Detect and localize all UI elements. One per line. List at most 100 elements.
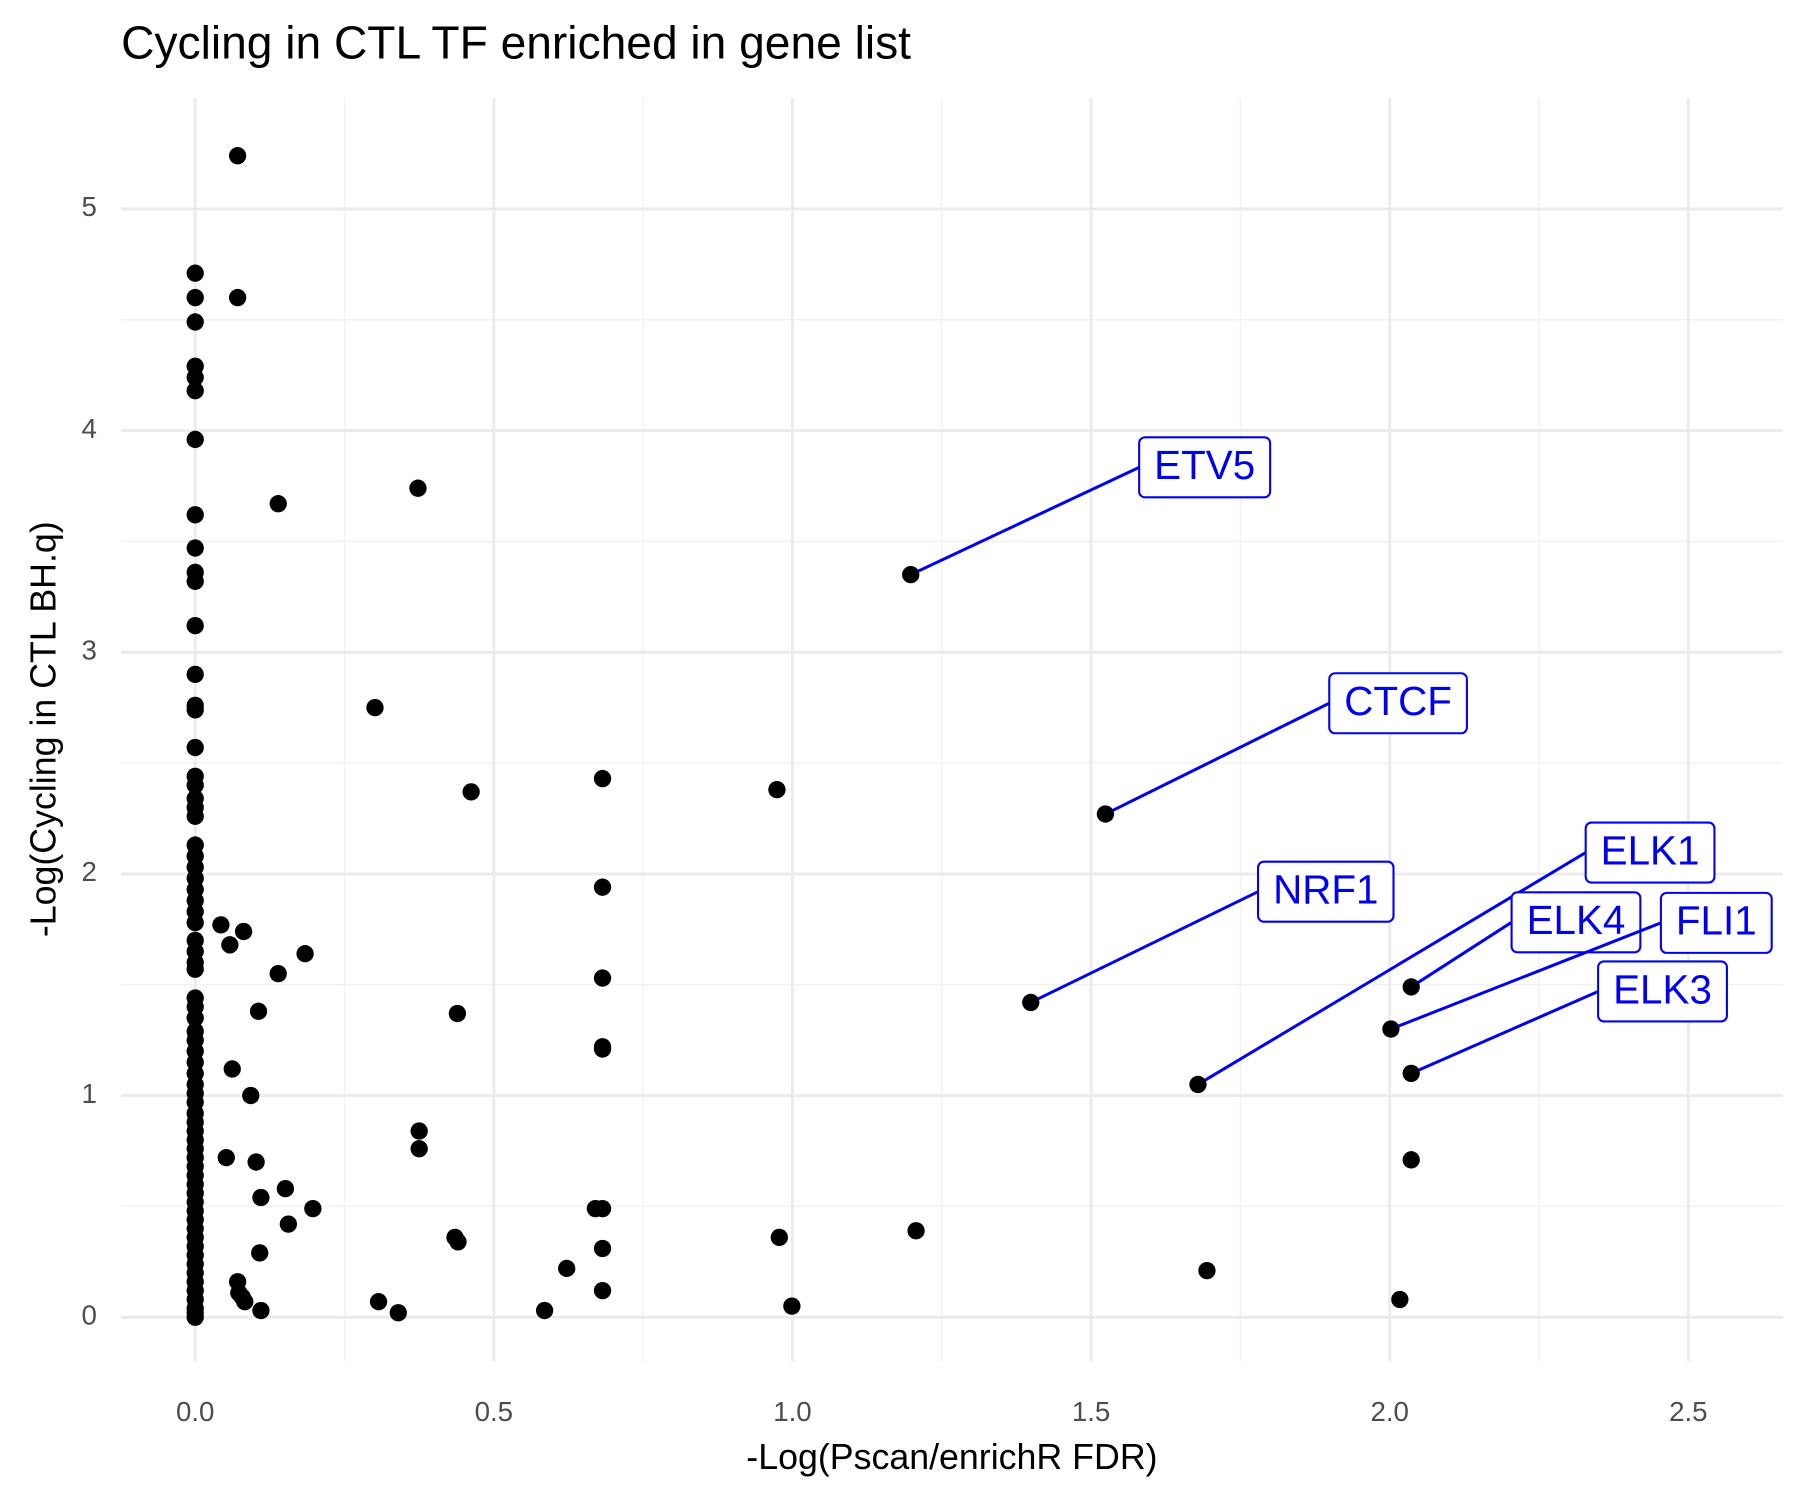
- point: [783, 1297, 801, 1315]
- label-leader: [1410, 990, 1599, 1075]
- point: [410, 1122, 428, 1140]
- point: [1198, 1262, 1216, 1280]
- point: [228, 147, 247, 165]
- point: [1382, 1020, 1400, 1038]
- point: [269, 964, 287, 983]
- point: [251, 1244, 269, 1262]
- point: [186, 960, 204, 978]
- point: [234, 922, 253, 941]
- point: [221, 936, 239, 954]
- y-tick-label: 1: [82, 1078, 97, 1109]
- point: [186, 264, 204, 282]
- point: [186, 1009, 204, 1027]
- x-tick-label: 0.5: [475, 1396, 514, 1427]
- label-leader: [1410, 921, 1513, 989]
- point: [186, 776, 204, 794]
- point: [276, 1179, 295, 1198]
- label-box: [1138, 436, 1272, 499]
- point: [249, 1002, 268, 1020]
- label-box: [1328, 672, 1468, 735]
- x-tick-label: 2.0: [1370, 1396, 1409, 1427]
- point: [462, 783, 480, 801]
- point: [186, 616, 204, 635]
- point: [186, 539, 204, 557]
- x-tick-label: 1.5: [1072, 1396, 1111, 1427]
- point: [366, 698, 384, 717]
- label-box: [1584, 821, 1716, 884]
- chart-title: Cycling in CTL TF enriched in gene list: [121, 16, 911, 68]
- point: [186, 807, 204, 825]
- point: [768, 781, 786, 799]
- point: [269, 495, 287, 513]
- point: [279, 1215, 298, 1233]
- x-tick-label: 1.0: [773, 1396, 811, 1427]
- point: [186, 701, 204, 719]
- point: [236, 1293, 254, 1311]
- point: [558, 1259, 576, 1278]
- label-box: [1659, 891, 1773, 954]
- point: [186, 913, 204, 932]
- point: [1402, 1064, 1420, 1083]
- grid: [121, 98, 1783, 1362]
- point: [186, 368, 204, 387]
- label-box: [1257, 860, 1395, 923]
- point: [186, 430, 204, 449]
- point: [1022, 993, 1040, 1012]
- y-tick-label: 0: [82, 1300, 97, 1331]
- point-label: NRF1: [1273, 867, 1378, 913]
- label-leader: [1030, 890, 1259, 1004]
- point: [593, 1281, 612, 1300]
- point: [1096, 805, 1115, 823]
- x-axis-title: -Log(Pscan/enrichR FDR): [746, 1437, 1157, 1477]
- point: [448, 1004, 467, 1023]
- label-leader: [910, 465, 1140, 577]
- point: [186, 738, 204, 757]
- point-label: ELK3: [1613, 966, 1712, 1012]
- point: [1402, 1151, 1420, 1169]
- point: [1391, 1290, 1409, 1309]
- point: [593, 1040, 612, 1058]
- point: [186, 1308, 204, 1326]
- point: [186, 382, 204, 400]
- point: [217, 1148, 235, 1167]
- point: [449, 1233, 467, 1251]
- point-label: CTCF: [1344, 678, 1452, 724]
- point: [304, 1199, 322, 1218]
- point-label: FLI1: [1676, 898, 1757, 944]
- y-tick-label: 3: [82, 635, 97, 666]
- point: [247, 1153, 265, 1171]
- y-tick-label: 4: [82, 413, 97, 444]
- y-tick-label: 5: [82, 191, 97, 222]
- point: [410, 1140, 428, 1158]
- point: [228, 288, 247, 307]
- label-leader: [1390, 921, 1662, 1031]
- point: [535, 1301, 554, 1320]
- point: [593, 969, 612, 987]
- point: [296, 945, 314, 963]
- point: [593, 878, 612, 896]
- point: [212, 916, 230, 934]
- marks: ETV5 CTCF NRF1 ELK1 ELK4 FLI1 ELK3: [186, 147, 1773, 1326]
- label-leader: [1197, 851, 1587, 1086]
- point-label: ETV5: [1154, 442, 1255, 488]
- point: [1402, 978, 1420, 996]
- point: [902, 565, 920, 584]
- label-leader: [1104, 701, 1330, 816]
- x-tick-label: 2.5: [1669, 1396, 1708, 1427]
- point: [389, 1304, 407, 1322]
- point: [242, 1086, 260, 1105]
- point: [223, 1060, 241, 1078]
- y-axis-title: -Log(Cycling in CTL BH.q): [24, 521, 64, 937]
- point: [252, 1301, 270, 1320]
- label-box: [1510, 891, 1642, 954]
- point: [252, 1188, 270, 1207]
- point: [186, 572, 204, 590]
- point: [907, 1222, 925, 1240]
- point: [369, 1293, 388, 1311]
- y-tick-label: 2: [82, 856, 97, 887]
- point: [593, 1239, 612, 1258]
- point: [1189, 1075, 1207, 1094]
- point: [186, 313, 204, 331]
- x-tick-label: 0.0: [176, 1396, 215, 1427]
- point: [593, 769, 612, 788]
